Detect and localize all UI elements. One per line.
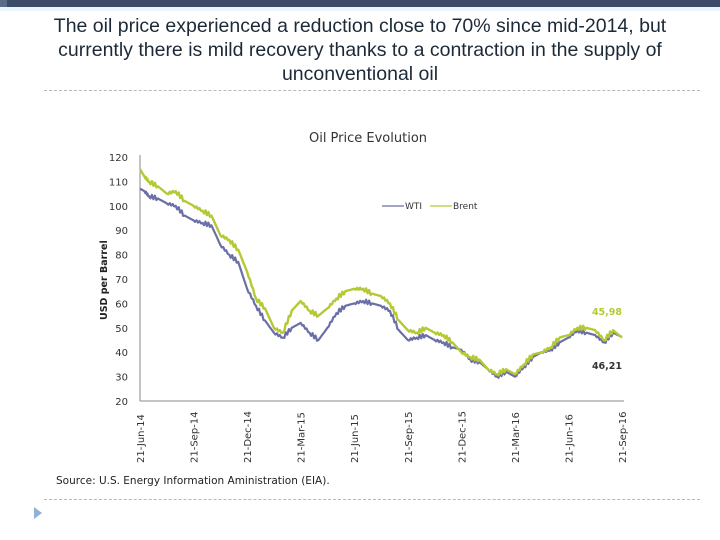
x-tick-label: 21-Sep-16 [618,411,629,463]
y-tick-label: 70 [115,275,128,286]
annotation-wti-last: 46,21 [592,361,622,372]
x-tick-label: 21-Jun-16 [564,414,575,463]
y-axis-label: USD per Barrel [99,240,110,320]
x-tick-label: 21-Sep-14 [190,411,201,463]
y-tick-label: 60 [115,299,128,310]
series-line-brent [138,168,623,377]
legend-wti-label: WTI [405,202,422,212]
y-tick-label: 100 [109,202,128,213]
y-tick-label: 40 [115,348,128,359]
x-tick-label: 21-Mar-16 [511,412,522,463]
y-tick-label: 110 [109,177,128,188]
y-tick-label: 30 [115,373,128,384]
header-bar [0,0,720,7]
slide-title: The oil price experienced a reduction cl… [53,15,667,85]
y-tick-label: 80 [115,251,128,262]
footer-divider [44,499,700,500]
header-bar-corner [0,0,7,7]
annotation-brent-last: 45,98 [592,307,622,318]
y-tick-label: 20 [115,397,128,408]
bullet-arrow-icon [34,507,42,519]
x-tick-label: 21-Jun-15 [350,414,361,463]
y-tick-label: 50 [115,324,128,335]
series-lines [138,168,623,379]
x-tick-label: 21-Sep-15 [404,411,415,463]
header-strip [0,7,720,11]
y-tick-label: 90 [115,226,128,237]
end-value-annotations: 45,98 46,21 [592,307,622,372]
x-tick-label: 21-Dec-14 [243,411,254,463]
y-tick-labels: 20 30 40 50 60 70 80 90 100 110 120 [109,153,128,408]
x-tick-labels: 21-Jun-14 21-Sep-14 21-Dec-14 21-Mar-15 21-J… [136,411,629,463]
x-tick-label: 21-Dec-15 [457,411,468,463]
y-tick-label: 120 [109,153,128,164]
axes [139,155,624,402]
x-tick-label: 21-Jun-14 [136,414,147,463]
chart-title: Oil Price Evolution [309,131,427,146]
x-tick-label: 21-Mar-15 [297,412,308,463]
source-note: Source: U.S. Energy Information Aministr… [56,475,330,487]
chart-legend: WTI Brent [382,202,478,212]
title-divider [44,90,700,91]
legend-brent-label: Brent [453,202,478,212]
